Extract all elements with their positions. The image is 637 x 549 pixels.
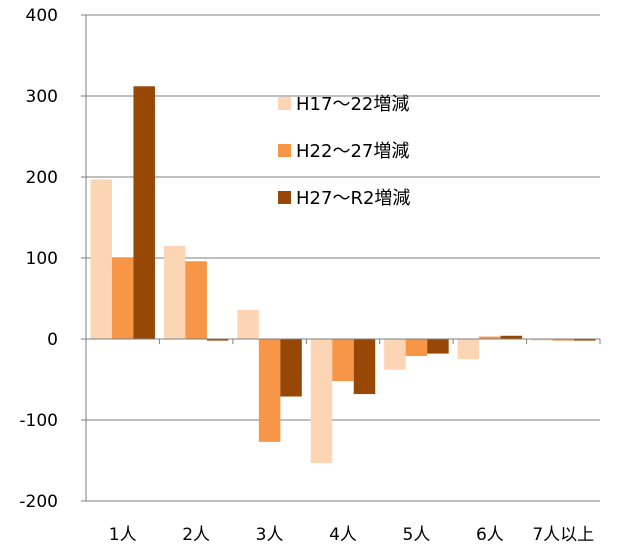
legend-label: H17～22増減 bbox=[296, 94, 409, 115]
x-tick-label: 4人 bbox=[329, 525, 357, 545]
legend-label: H22～27増減 bbox=[296, 141, 409, 162]
bars bbox=[90, 86, 596, 463]
x-tick-label: 7人以上 bbox=[532, 525, 594, 545]
bar bbox=[332, 339, 354, 382]
bar bbox=[133, 86, 155, 339]
y-tick-labels: 400 300 200 100 0 -100 -200 bbox=[19, 6, 58, 512]
x-tick-labels: 1人 2人 3人 4人 5人 6人 7人以上 bbox=[109, 525, 594, 545]
axes bbox=[81, 14, 601, 502]
y-tick-label: 100 bbox=[26, 249, 58, 269]
x-tick-label: 6人 bbox=[476, 525, 504, 545]
legend-swatch bbox=[278, 191, 291, 204]
bar bbox=[206, 339, 229, 341]
x-tick-label: 2人 bbox=[182, 525, 210, 545]
x-tick-label: 3人 bbox=[256, 525, 284, 545]
bar bbox=[552, 339, 575, 341]
gridlines bbox=[86, 14, 600, 502]
y-tick-label: 200 bbox=[26, 168, 58, 188]
bar bbox=[427, 339, 449, 354]
bar bbox=[163, 245, 186, 339]
bar bbox=[531, 339, 553, 341]
legend: H17～22増減 H22～27増減 H27～R2増減 bbox=[278, 94, 410, 209]
bar bbox=[500, 335, 523, 339]
bar bbox=[280, 339, 302, 397]
legend-swatch bbox=[278, 144, 291, 157]
bar bbox=[457, 339, 480, 360]
bar bbox=[405, 339, 428, 357]
legend-label: H27～R2増減 bbox=[296, 188, 410, 209]
x-tick-label: 5人 bbox=[403, 525, 431, 545]
bar bbox=[574, 339, 596, 341]
y-tick-label: 0 bbox=[47, 330, 58, 350]
x-tick-label: 1人 bbox=[109, 525, 137, 545]
bar bbox=[90, 179, 112, 339]
y-tick-label: -100 bbox=[19, 411, 58, 431]
y-tick-label: -200 bbox=[19, 492, 58, 512]
bar bbox=[111, 258, 134, 339]
y-tick-label: 300 bbox=[26, 87, 58, 107]
bar bbox=[310, 339, 333, 463]
bar bbox=[237, 309, 259, 339]
legend-swatch bbox=[278, 97, 291, 110]
bar bbox=[353, 339, 376, 395]
bar bbox=[384, 339, 406, 370]
bar bbox=[185, 261, 207, 339]
bar bbox=[479, 336, 501, 339]
bar bbox=[258, 339, 281, 442]
y-tick-label: 400 bbox=[26, 6, 58, 26]
